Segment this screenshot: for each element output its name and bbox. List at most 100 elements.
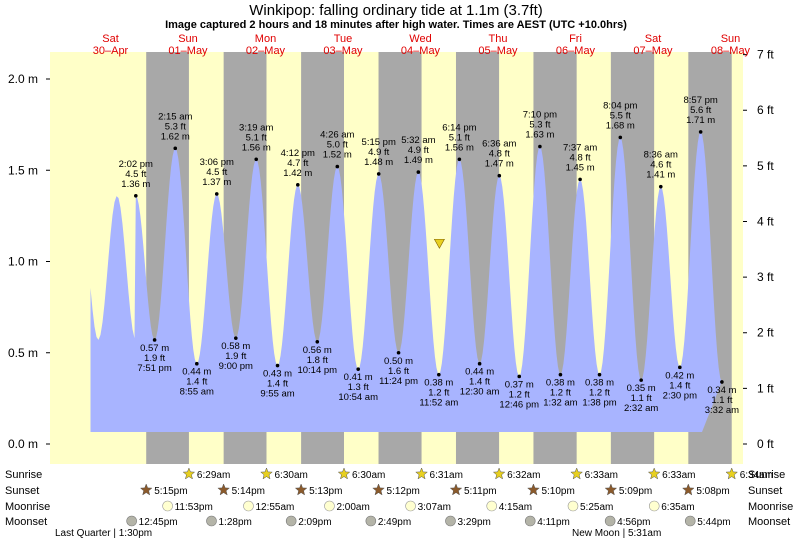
sunrise-time: 6:33am xyxy=(662,470,695,481)
sunrise-time: 6:31am xyxy=(430,470,463,481)
sunrise-time: 6:32am xyxy=(507,470,540,481)
sunset-time: 5:14pm xyxy=(232,486,265,497)
moon-phase-note: Last Quarter | 1:30pm xyxy=(55,528,152,539)
high-tide-point xyxy=(335,164,340,169)
high-tide-m-label: 1.42 m xyxy=(283,168,312,179)
low-tide-ft-label: 1.1 ft xyxy=(711,395,732,406)
day-name-label: Tue xyxy=(334,33,353,45)
high-tide-ft-label: 5.3 ft xyxy=(165,121,186,132)
high-tide-ft-label: 5.1 ft xyxy=(246,132,267,143)
day-date-label: 06–May xyxy=(556,45,596,57)
sunset-icon xyxy=(139,483,153,496)
moonrise-time: 2:00am xyxy=(336,502,369,513)
low-tide-ft-label: 1.1 ft xyxy=(631,393,652,404)
sunset-icon xyxy=(527,483,540,496)
astro-row-label-left: Moonrise xyxy=(5,501,50,513)
sunset-time: 5:13pm xyxy=(309,486,342,497)
low-tide-point xyxy=(437,372,441,377)
right-tick-label: 6 ft xyxy=(757,103,774,117)
high-tide-point xyxy=(416,170,421,174)
low-tide-point xyxy=(477,361,482,366)
moonrise-icon xyxy=(405,500,416,512)
high-tide-time-label: 7:10 pm xyxy=(523,110,557,121)
moonset-icon xyxy=(604,515,616,527)
high-tide-point xyxy=(618,135,623,140)
sunset-time: 5:09pm xyxy=(619,486,652,497)
sunrise-time: 6:33am xyxy=(585,470,618,481)
high-tide-time-label: 5:32 am xyxy=(401,135,435,146)
high-tide-time-label: 5:15 pm xyxy=(362,137,396,148)
moonset-time: 4:11pm xyxy=(537,517,570,528)
left-tick-label: 1.0 m xyxy=(8,255,38,269)
low-tide-m-label: 0.56 m xyxy=(303,345,332,356)
sunrise-time: 6:30am xyxy=(274,470,307,481)
low-tide-m-label: 0.37 m xyxy=(505,379,534,390)
day-date-label: 04–May xyxy=(401,45,441,57)
high-tide-time-label: 8:04 pm xyxy=(603,100,637,111)
high-tide-time-label: 7:37 am xyxy=(563,142,597,153)
moonrise-icon xyxy=(324,500,335,512)
day-name-label: Fri xyxy=(569,33,582,45)
low-tide-point xyxy=(234,336,238,340)
moonrise-time: 12:55am xyxy=(255,502,294,513)
current-tide-marker xyxy=(433,238,445,249)
high-tide-ft-label: 4.6 ft xyxy=(650,160,671,171)
low-tide-ft-label: 1.4 ft xyxy=(669,380,690,391)
high-tide-ft-label: 5.5 ft xyxy=(610,110,631,121)
high-tide-ft-label: 5.0 ft xyxy=(327,140,348,151)
left-tick-label: 2.0 m xyxy=(8,72,38,86)
low-tide-time-label: 7:51 pm xyxy=(137,363,171,374)
right-tick-label: 2 ft xyxy=(757,326,774,340)
high-tide-time-label: 6:14 pm xyxy=(442,122,476,133)
moonset-icon xyxy=(126,515,137,527)
sunset-icon xyxy=(681,483,695,496)
moonrise-icon xyxy=(486,500,498,512)
sunrise-icon xyxy=(725,467,739,480)
high-tide-m-label: 1.48 m xyxy=(364,157,393,168)
high-tide-time-label: 4:26 am xyxy=(320,130,354,141)
sunrise-icon xyxy=(182,467,196,480)
sunrise-icon xyxy=(492,467,506,480)
day-date-label: 03–May xyxy=(323,45,363,57)
low-tide-time-label: 3:32 am xyxy=(705,405,739,416)
high-tide-point xyxy=(698,130,703,134)
low-tide-m-label: 0.43 m xyxy=(263,369,292,380)
astro-rows: Sunrise Sunrise Sunset Sunset Moonrise Moonri… xyxy=(5,467,793,539)
low-tide-time-label: 12:46 pm xyxy=(499,399,539,410)
high-tide-time-label: 6:36 am xyxy=(482,139,516,150)
extreme-points: 2:02 pm4.5 ft1.36 m0.57 m1.9 ft7:51 pm2:… xyxy=(119,95,740,416)
low-tide-time-label: 2:32 am xyxy=(624,403,658,414)
tide-area xyxy=(90,131,722,432)
high-tide-m-label: 1.56 m xyxy=(445,142,474,153)
high-tide-ft-label: 5.1 ft xyxy=(449,132,470,143)
low-tide-time-label: 11:24 pm xyxy=(379,376,418,387)
low-tide-point xyxy=(678,365,682,370)
low-tide-point xyxy=(195,361,199,366)
high-tide-time-label: 2:15 am xyxy=(158,111,192,122)
day-name-label: Wed xyxy=(409,33,431,45)
astro-row-label-left: Sunrise xyxy=(5,469,42,481)
low-tide-point xyxy=(639,378,643,382)
sunrise-time: 6:29am xyxy=(197,470,230,481)
day-date-label: 01–May xyxy=(168,45,208,57)
low-tide-time-label: 2:30 pm xyxy=(663,390,697,401)
high-tide-time-label: 3:06 pm xyxy=(200,157,234,168)
low-tide-point xyxy=(152,338,157,342)
sunrise-icon xyxy=(570,467,584,480)
sunset-time: 5:08pm xyxy=(696,486,729,497)
day-name-label: Sat xyxy=(102,33,119,45)
low-tide-m-label: 0.35 m xyxy=(627,383,656,394)
low-tide-ft-label: 1.4 ft xyxy=(469,377,490,388)
chart-subtitle: Image captured 2 hours and 18 minutes af… xyxy=(165,19,627,31)
high-tide-time-label: 8:57 pm xyxy=(683,95,717,106)
chart-title: Winkipop: falling ordinary tide at 1.1m … xyxy=(249,2,542,19)
day-date-label: 30–Apr xyxy=(93,45,129,57)
day-date-label: 07–May xyxy=(633,45,673,57)
day-date-label: 08–May xyxy=(711,45,751,57)
high-tide-time-label: 3:19 am xyxy=(239,122,273,133)
high-tide-m-label: 1.71 m xyxy=(686,115,715,126)
moonset-time: 12:45pm xyxy=(139,517,178,528)
high-tide-ft-label: 4.8 ft xyxy=(570,152,591,163)
low-tide-ft-label: 1.9 ft xyxy=(144,353,165,364)
